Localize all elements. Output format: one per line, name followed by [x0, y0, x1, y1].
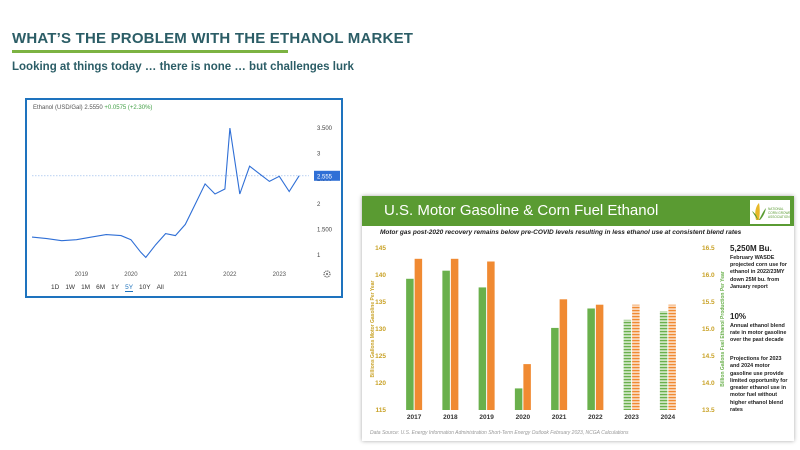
slide-title: WHAT’S THE PROBLEM WITH THE ETHANOL MARK…	[12, 30, 414, 47]
right-axis-title: Billion Gallons Fuel Ethanol Production …	[720, 271, 726, 387]
left-tick-label: 140	[375, 272, 386, 279]
bar-plot: 115 120 125 130 135 140 145 13.5 14.0 14.5 15.0 15.…	[370, 245, 726, 421]
y-tick-label: 3	[317, 151, 321, 157]
right-tick-label: 14.0	[702, 380, 715, 387]
data-source: Data Source: U.S. Energy Information Adm…	[370, 430, 629, 436]
chart-caption: Motor gas post-2020 recovery remains bel…	[380, 229, 742, 236]
y-tick-label: 3.500	[317, 126, 333, 132]
stock-plot: 11.50022.50033.5002.55520192020202120222…	[31, 126, 340, 278]
bar-gasoline-2023	[623, 319, 632, 410]
bar-gasoline-2019	[478, 287, 487, 410]
bar-gasoline-2018	[442, 270, 450, 410]
gear-icon[interactable]	[323, 270, 331, 278]
left-tick-label: 115	[376, 407, 387, 414]
bar-gasoline-2022	[587, 308, 595, 410]
right-tick-label: 14.5	[702, 353, 715, 360]
period-1w[interactable]: 1W	[65, 284, 76, 291]
left-tick-label: 120	[375, 380, 386, 387]
x-category-label: 2021	[552, 414, 567, 421]
period-all[interactable]: All	[156, 284, 164, 291]
x-category-label: 2022	[588, 414, 603, 421]
corn-ethanol-chart: U.S. Motor Gasoline & Corn Fuel Ethanol …	[362, 196, 794, 441]
bar-gasoline-2020	[514, 388, 523, 410]
annotation-blend-rate-value: 10%	[730, 312, 747, 321]
bar-ethanol-2021	[559, 299, 568, 410]
current-price-badge	[314, 170, 340, 181]
bar-ethanol-2018	[450, 258, 459, 410]
y-tick-label: 1.500	[317, 228, 333, 234]
bar-gasoline-2021	[551, 327, 559, 410]
annotation-corn-use: 5,250M Bu. February WASDE projected corn…	[730, 244, 792, 291]
x-category-label: 2024	[661, 414, 676, 421]
bar-ethanol-2023	[632, 304, 640, 410]
left-tick-label: 125	[375, 353, 386, 360]
chart-banner	[362, 196, 794, 226]
bar-ethanol-2022	[595, 304, 604, 410]
right-tick-label: 16.5	[702, 245, 715, 252]
annotation-blend-rate-text: Annual ethanol blend rate in motor gasol…	[730, 322, 787, 344]
right-tick-label: 15.5	[702, 299, 715, 306]
annotation-projections: Projections for 2023 and 2024 motor gaso…	[730, 356, 792, 414]
period-selector: 1D 1W 1M 6M 1Y 5Y 10Y All	[51, 284, 170, 292]
stock-header: Ethanol (USD/Gal) 2.5550 +0.0575 (+2.30%…	[33, 105, 152, 111]
annotation-corn-use-value: 5,250M Bu.	[730, 244, 772, 253]
stock-name: Ethanol (USD/Gal)	[33, 105, 83, 111]
left-tick-label: 130	[375, 326, 386, 333]
x-tick-label: 2022	[223, 272, 237, 278]
right-tick-label: 15.0	[702, 326, 715, 333]
bar-gasoline-2017	[406, 278, 414, 410]
y-tick-label: 2	[317, 202, 321, 208]
x-category-label: 2019	[479, 414, 494, 421]
period-5y[interactable]: 5Y	[125, 284, 134, 292]
title-underline	[12, 50, 288, 53]
period-10y[interactable]: 10Y	[139, 284, 151, 291]
right-tick-label: 13.5	[702, 407, 715, 414]
period-1m[interactable]: 1M	[81, 284, 91, 291]
svg-text:CORN GROWERS: CORN GROWERS	[768, 211, 790, 215]
x-tick-label: 2023	[273, 272, 287, 278]
chart-banner-title: U.S. Motor Gasoline & Corn Fuel Ethanol	[384, 202, 659, 219]
left-tick-label: 145	[375, 245, 386, 252]
stock-change: +0.0575 (+2.30%)	[104, 105, 153, 111]
left-axis-title: Billions Gallons Motor Gasoline Per Year	[370, 281, 376, 378]
bar-ethanol-2024	[668, 304, 676, 410]
bar-ethanol-2019	[487, 261, 495, 410]
bar-ethanol-2017	[414, 258, 423, 410]
ncga-logo: NATIONAL CORN GROWERS ASSOCIATION	[750, 200, 790, 224]
x-tick-label: 2019	[75, 272, 89, 278]
x-category-label: 2020	[516, 414, 531, 421]
x-tick-label: 2020	[124, 272, 138, 278]
slide-subtitle: Looking at things today … there is none …	[12, 61, 354, 73]
bar-gasoline-2024	[659, 311, 668, 410]
svg-text:ASSOCIATION: ASSOCIATION	[768, 215, 790, 219]
annotation-projections-text: Projections for 2023 and 2024 motor gaso…	[730, 356, 788, 414]
svg-text:NATIONAL: NATIONAL	[768, 207, 784, 211]
annotation-blend-rate: 10% Annual ethanol blend rate in motor g…	[730, 312, 792, 345]
x-tick-label: 2021	[174, 272, 188, 278]
y-tick-label: 1	[317, 253, 321, 259]
bar-ethanol-2020	[523, 364, 531, 410]
current-price-label: 2.555	[317, 174, 333, 180]
ethanol-price-line	[31, 128, 300, 259]
x-category-label: 2018	[443, 414, 458, 421]
stock-price: 2.5550	[84, 105, 103, 111]
period-6m[interactable]: 6M	[96, 284, 106, 291]
period-1d[interactable]: 1D	[51, 284, 60, 291]
ethanol-price-chart: Ethanol (USD/Gal) 2.5550 +0.0575 (+2.30%…	[25, 98, 343, 298]
x-category-label: 2017	[407, 414, 422, 421]
period-1y[interactable]: 1Y	[111, 284, 120, 291]
annotation-corn-use-text: February WASDE projected corn use for et…	[730, 254, 787, 290]
x-category-label: 2023	[624, 414, 639, 421]
left-tick-label: 135	[375, 299, 386, 306]
right-tick-label: 16.0	[702, 272, 715, 279]
